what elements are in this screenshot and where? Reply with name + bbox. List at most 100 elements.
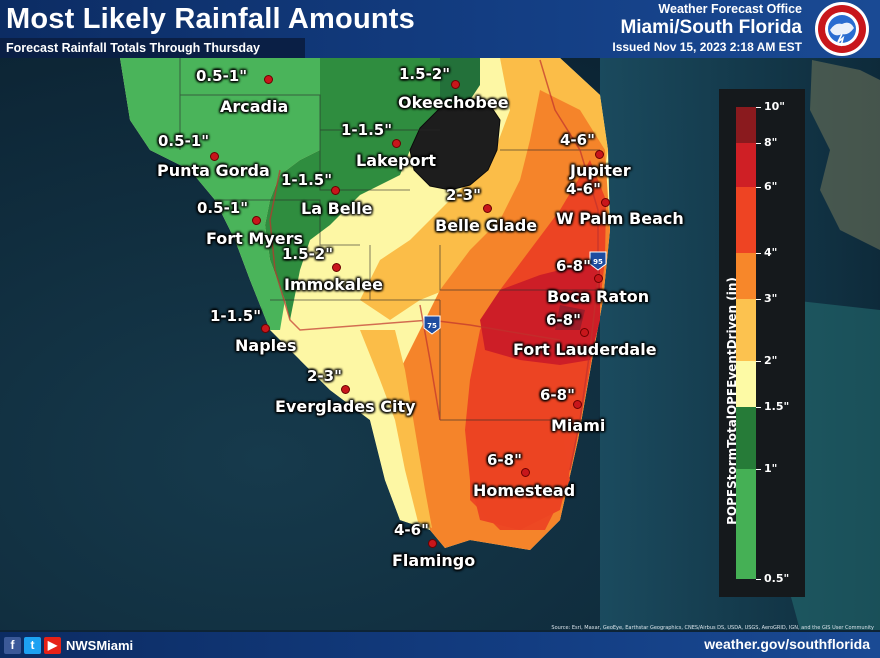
office-label: Weather Forecast Office — [658, 2, 802, 16]
city-marker — [428, 539, 437, 548]
legend-tick — [756, 469, 761, 470]
legend-tick-label: 2" — [764, 354, 778, 367]
amount-label: 4-6" — [394, 521, 429, 539]
city-label: Flamingo — [392, 551, 476, 570]
city-label: Punta Gorda — [157, 161, 270, 180]
rainfall-legend: PQPFStormTotalQPFEventDriven (in) 10" 8"… — [719, 89, 805, 597]
amount-label: 4-6" — [566, 180, 601, 198]
legend-tick — [756, 253, 761, 254]
amount-label: 0.5-1" — [196, 67, 248, 85]
city-label: Jupiter — [570, 161, 631, 180]
legend-swatch-2-3 — [736, 299, 756, 361]
amount-label: 2-3" — [446, 186, 481, 204]
rain-zone-3-4 — [300, 58, 608, 360]
city-marker — [332, 263, 341, 272]
legend-tick — [756, 143, 761, 144]
bahamas-island — [810, 60, 880, 250]
city-label: La Belle — [301, 199, 373, 218]
youtube-icon[interactable]: ▶ — [44, 636, 61, 654]
city-marker — [264, 75, 273, 84]
legend-swatch-8-10 — [736, 107, 756, 143]
city-label: Homestead — [473, 481, 576, 500]
highways — [269, 59, 599, 471]
legend-tick-label: 3" — [764, 292, 778, 305]
city-label: Arcadia — [220, 97, 289, 116]
city-label: Okeechobee — [398, 93, 509, 112]
legend-tick — [756, 107, 761, 108]
city-marker — [580, 328, 589, 337]
legend-swatch-3-4 — [736, 253, 756, 299]
amount-label: 1-1.5" — [281, 171, 333, 189]
legend-tick — [756, 361, 761, 362]
map-credits: Source: Esri, Maxar, GeoEye, Earthstar G… — [551, 625, 874, 631]
legend-tick-label: 1" — [764, 462, 778, 475]
header-bar: Most Likely Rainfall Amounts Forecast Ra… — [0, 0, 880, 58]
legend-tick-label: 8" — [764, 136, 778, 149]
legend-tick — [756, 299, 761, 300]
city-marker — [483, 204, 492, 213]
city-marker — [451, 80, 460, 89]
legend-tick-label: 10" — [764, 100, 786, 113]
amount-label: 1-1.5" — [341, 121, 393, 139]
facebook-icon[interactable]: f — [4, 636, 21, 654]
city-marker — [261, 324, 270, 333]
city-marker — [595, 150, 604, 159]
city-marker — [252, 216, 261, 225]
amount-label: 6-8" — [487, 451, 522, 469]
legend-tick-label: 4" — [764, 246, 778, 259]
legend-swatch-6-8 — [736, 143, 756, 187]
amount-label: 1.5-2" — [282, 245, 334, 263]
rain-zone-southeast — [470, 410, 570, 530]
rain-zone-max — [555, 305, 585, 330]
county-boundaries — [179, 58, 600, 421]
legend-swatch-0.5-1 — [736, 469, 756, 579]
rain-zone-8-10 — [480, 260, 600, 365]
city-marker — [573, 400, 582, 409]
city-marker — [594, 274, 603, 283]
legend-swatch-4-6 — [736, 187, 756, 253]
legend-tick-label: 1.5" — [764, 400, 790, 413]
city-marker — [341, 385, 350, 394]
i95-label: 95 — [593, 258, 603, 266]
legend-swatch-1-1.5 — [736, 407, 756, 469]
legend-tick-label: 0.5" — [764, 572, 790, 585]
legend-tick — [756, 407, 761, 408]
city-marker — [601, 198, 610, 207]
office-name: Miami/South Florida — [620, 17, 802, 38]
city-label: Fort Myers — [206, 229, 303, 248]
city-label: Naples — [235, 336, 297, 355]
i75-label: 75 — [427, 322, 437, 330]
social-handle[interactable]: NWSMiami — [66, 637, 134, 653]
amount-label: 6-8" — [556, 257, 591, 275]
city-marker — [331, 186, 340, 195]
website-link[interactable]: weather.gov/southflorida — [704, 636, 870, 652]
footer-bar: f t ▶ NWSMiami weather.gov/southflorida — [0, 632, 880, 658]
i75-shield: 75 — [423, 315, 441, 335]
city-label: Boca Raton — [547, 287, 650, 306]
issued-time: Issued Nov 15, 2023 2:18 AM EST — [612, 40, 802, 54]
city-label: Immokalee — [284, 275, 383, 294]
nws-logo-icon — [815, 2, 869, 56]
amount-label: 4-6" — [560, 131, 595, 149]
map-subtitle: Forecast Rainfall Totals Through Thursda… — [0, 38, 305, 58]
rain-zone-0.5-1 — [120, 58, 320, 330]
legend-tick — [756, 187, 761, 188]
city-label: Everglades City — [275, 397, 416, 416]
legend-tick — [756, 579, 761, 580]
amount-label: 0.5-1" — [197, 199, 249, 217]
rain-zone-1-1.5 — [265, 58, 440, 320]
legend-tick-label: 6" — [764, 180, 778, 193]
amount-label: 6-8" — [546, 311, 581, 329]
rain-zone-3-4-southwest — [360, 330, 432, 528]
legend-swatch-1.5-2 — [736, 361, 756, 407]
city-marker — [521, 468, 530, 477]
city-label: Miami — [551, 416, 606, 435]
amount-label: 0.5-1" — [158, 132, 210, 150]
rain-zone-2-3-southwest — [290, 300, 430, 530]
amount-label: 1.5-2" — [399, 65, 451, 83]
city-label: Lakeport — [356, 151, 437, 170]
city-marker — [210, 152, 219, 161]
city-label: Belle Glade — [435, 216, 538, 235]
twitter-icon[interactable]: t — [24, 636, 41, 654]
